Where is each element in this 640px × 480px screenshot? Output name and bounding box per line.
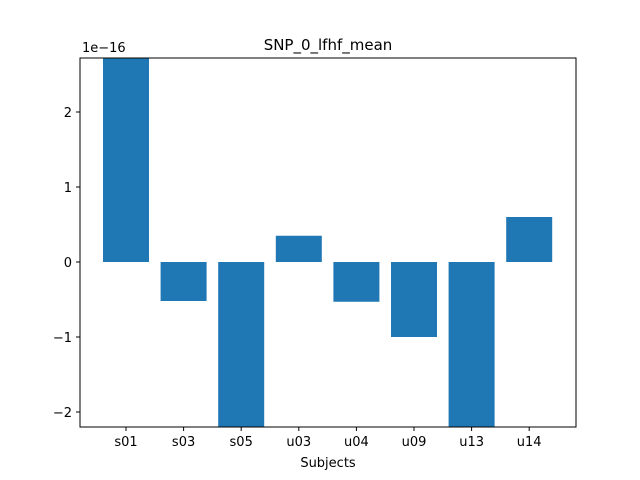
y-tick-label: −2 bbox=[53, 406, 72, 421]
plot-frame bbox=[79, 57, 577, 428]
x-tick-label: u14 bbox=[517, 435, 542, 450]
x-tick-label: s01 bbox=[114, 435, 137, 450]
x-axis: s01 s03 s05 u03 u04 u09 u13 u14 bbox=[114, 427, 542, 450]
bar-s03 bbox=[160, 262, 207, 301]
bar-u04 bbox=[333, 262, 380, 302]
x-tick-label: s05 bbox=[230, 435, 253, 450]
x-tick-label: u03 bbox=[286, 435, 311, 450]
y-offset-label: 1e−16 bbox=[82, 41, 126, 56]
y-tick-label: 0 bbox=[64, 256, 72, 271]
y-axis: −2 −1 0 1 2 bbox=[53, 106, 80, 421]
y-tick-label: −1 bbox=[53, 331, 72, 346]
bars-group bbox=[103, 58, 553, 427]
x-tick-label: u04 bbox=[344, 435, 369, 450]
bar-u13 bbox=[448, 262, 495, 427]
bar-s05 bbox=[218, 262, 265, 427]
bar-u03 bbox=[275, 235, 322, 262]
x-tick-label: u09 bbox=[402, 435, 427, 450]
x-tick-label: s03 bbox=[172, 435, 195, 450]
bar-u14 bbox=[506, 217, 553, 262]
y-tick-label: 2 bbox=[64, 106, 72, 121]
x-axis-label: Subjects bbox=[300, 456, 356, 471]
x-tick-label: u13 bbox=[459, 435, 484, 450]
bar-s01 bbox=[103, 58, 149, 262]
y-tick-label: 1 bbox=[64, 181, 72, 196]
bar-u09 bbox=[391, 262, 437, 337]
chart-title: SNP_0_lfhf_mean bbox=[264, 36, 393, 55]
